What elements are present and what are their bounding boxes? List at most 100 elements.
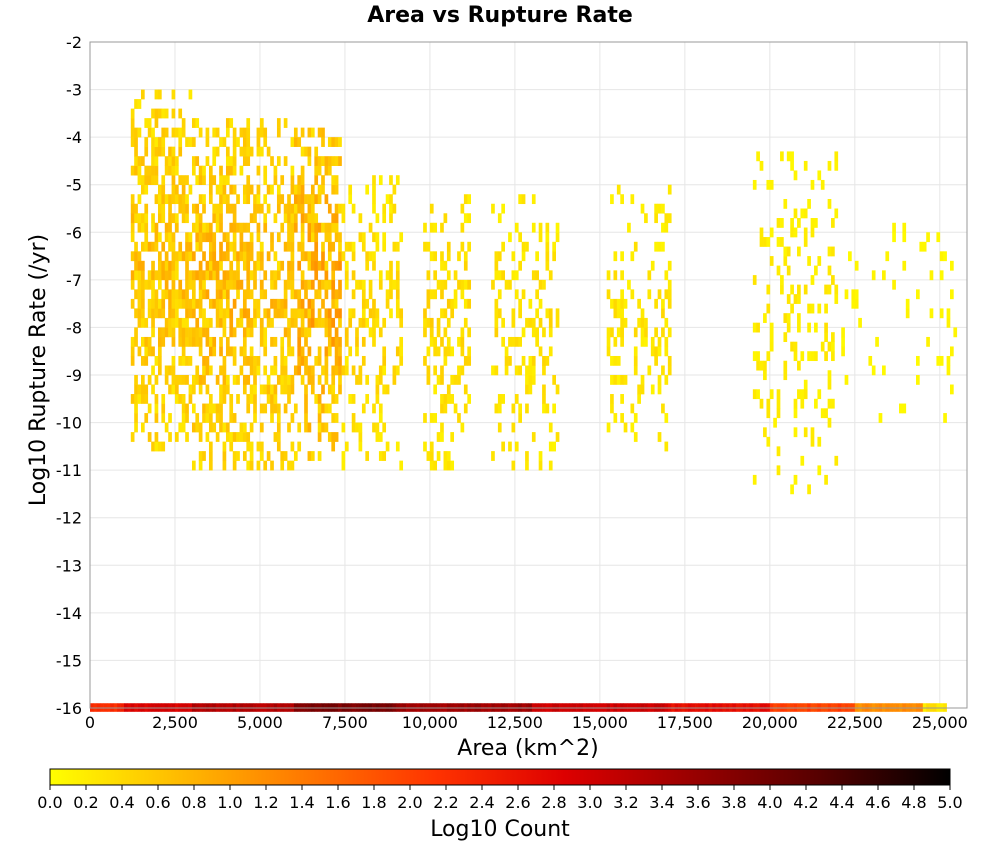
heatmap-cell bbox=[375, 241, 380, 252]
heatmap-cell bbox=[154, 156, 159, 166]
heatmap-cell bbox=[191, 422, 196, 433]
heatmap-cell bbox=[395, 365, 400, 376]
heatmap-cell bbox=[195, 413, 200, 423]
heatmap-cell bbox=[494, 317, 499, 328]
heatmap-cell bbox=[256, 298, 261, 309]
heatmap-cell bbox=[242, 375, 247, 385]
heatmap-cell bbox=[215, 146, 220, 157]
heatmap-cell bbox=[140, 241, 145, 252]
heatmap-cell bbox=[497, 394, 502, 404]
heatmap-cell bbox=[389, 260, 393, 271]
heatmap-cell bbox=[759, 360, 764, 371]
heatmap-cell bbox=[610, 403, 614, 414]
heatmap-cell bbox=[222, 365, 227, 376]
heatmap-cell bbox=[528, 384, 533, 395]
heatmap-cell bbox=[164, 165, 169, 176]
heatmap-cell bbox=[297, 298, 302, 309]
heatmap-cell bbox=[168, 241, 172, 252]
heatmap-cell bbox=[205, 365, 210, 376]
heatmap-cell bbox=[276, 432, 281, 442]
heatmap-cell bbox=[783, 198, 788, 209]
heatmap-cell bbox=[457, 251, 461, 262]
heatmap-cell bbox=[528, 355, 533, 366]
heatmap-cell bbox=[817, 436, 822, 447]
heatmap-cell bbox=[287, 460, 291, 471]
heatmap-cell bbox=[304, 308, 308, 319]
heatmap-cell bbox=[134, 413, 138, 423]
heatmap-cell bbox=[514, 289, 519, 300]
heatmap-cell bbox=[140, 298, 145, 309]
heatmap-cell bbox=[797, 246, 801, 257]
heatmap-cell bbox=[171, 165, 176, 176]
heatmap-cell bbox=[171, 251, 176, 262]
heatmap-cell bbox=[807, 484, 811, 495]
heatmap-cell bbox=[137, 346, 142, 357]
heatmap-cell bbox=[287, 270, 291, 281]
heatmap-cell bbox=[198, 175, 203, 186]
heatmap-cell bbox=[263, 336, 268, 347]
heatmap-cell bbox=[266, 451, 271, 461]
heatmap-cell bbox=[259, 127, 264, 138]
heatmap-cell bbox=[433, 270, 438, 281]
heatmap-cell bbox=[219, 241, 223, 252]
heatmap-cell bbox=[151, 156, 155, 166]
heatmap-cell bbox=[232, 432, 237, 442]
heatmap-cell bbox=[365, 317, 370, 328]
heatmap-cell bbox=[144, 137, 149, 147]
heatmap-cell bbox=[317, 346, 322, 357]
heatmap-cell bbox=[246, 222, 251, 233]
heatmap-cell bbox=[198, 165, 203, 176]
heatmap-cell bbox=[249, 384, 254, 395]
heatmap-cell bbox=[620, 308, 624, 319]
heatmap-cell bbox=[276, 270, 281, 281]
heatmap-cell bbox=[208, 241, 213, 252]
heatmap-cell bbox=[644, 317, 648, 328]
heatmap-cell bbox=[491, 203, 495, 214]
y-tick-label: -4 bbox=[66, 128, 82, 147]
heatmap-cell bbox=[178, 317, 183, 328]
heatmap-cell bbox=[338, 251, 342, 262]
heatmap-cell bbox=[338, 232, 342, 243]
heatmap-cell bbox=[188, 279, 193, 290]
heatmap-cell bbox=[290, 384, 295, 395]
heatmap-cell bbox=[314, 222, 319, 233]
heatmap-cell bbox=[610, 194, 614, 205]
heatmap-cell bbox=[287, 279, 291, 290]
heatmap-cell bbox=[293, 127, 298, 138]
heatmap-cell bbox=[511, 403, 516, 414]
heatmap-cell bbox=[436, 327, 441, 338]
heatmap-cell bbox=[185, 137, 189, 147]
heatmap-cell bbox=[140, 279, 145, 290]
heatmap-cell bbox=[814, 265, 818, 276]
heatmap-cell bbox=[810, 227, 815, 238]
heatmap-cell bbox=[283, 403, 288, 414]
chart-title: Area vs Rupture Rate bbox=[367, 3, 633, 28]
heatmap-cell bbox=[372, 175, 376, 186]
heatmap-cell bbox=[171, 270, 176, 281]
colorbar-tick-label: 4.8 bbox=[901, 793, 926, 812]
colorbar-tick-label: 3.8 bbox=[721, 793, 746, 812]
heatmap-cell bbox=[168, 308, 172, 319]
heatmap-cell bbox=[256, 203, 261, 214]
heatmap-cell bbox=[202, 203, 206, 214]
heatmap-cell bbox=[168, 260, 172, 271]
heatmap-cell bbox=[392, 279, 397, 290]
heatmap-cell bbox=[824, 408, 828, 419]
heatmap-cell bbox=[807, 351, 811, 362]
heatmap-cell bbox=[440, 260, 444, 271]
heatmap-cell bbox=[168, 289, 172, 300]
heatmap-cell bbox=[239, 365, 244, 376]
heatmap-cell bbox=[222, 289, 227, 300]
heatmap-cell bbox=[253, 365, 257, 376]
heatmap-cell bbox=[253, 394, 257, 404]
heatmap-cell bbox=[814, 218, 818, 228]
heatmap-cell bbox=[467, 213, 472, 224]
heatmap-cell bbox=[661, 365, 665, 376]
heatmap-cell bbox=[810, 179, 815, 190]
heatmap-cell bbox=[467, 394, 472, 404]
heatmap-cell bbox=[511, 251, 516, 262]
heatmap-cell bbox=[331, 213, 336, 224]
heatmap-cell bbox=[620, 336, 624, 347]
heatmap-cell bbox=[518, 260, 523, 271]
heatmap-cell bbox=[154, 298, 159, 309]
